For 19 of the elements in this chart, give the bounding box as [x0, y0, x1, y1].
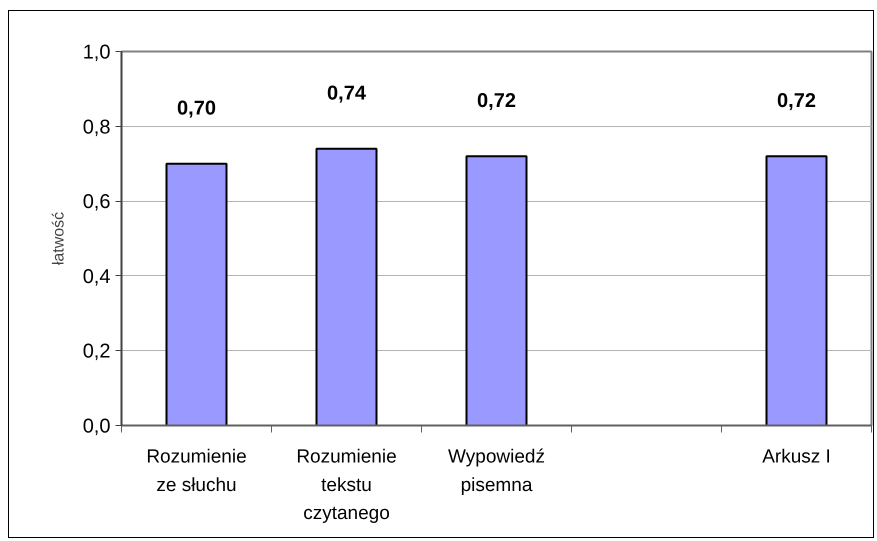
- y-tick-label: 0,2: [82, 340, 111, 363]
- y-tick-label: 0,4: [82, 266, 111, 288]
- y-tick-label: 0,0: [82, 416, 111, 438]
- data-label: 0,72: [477, 90, 516, 112]
- data-label: 0,70: [177, 98, 216, 120]
- x-tick-label: Rozumienie tekstu czytanego: [296, 446, 397, 524]
- y-tick-label: 0,6: [82, 191, 111, 214]
- bar: [466, 155, 528, 426]
- x-tick-label: Rozumienie ze słuchu: [146, 446, 247, 496]
- data-label: 0,72: [777, 90, 816, 112]
- y-tick-label: 1,0: [82, 42, 111, 64]
- y-tick-label: 0,8: [82, 116, 111, 138]
- x-tick-label: Wypowiedź pisemna: [448, 446, 545, 496]
- bar: [316, 148, 378, 426]
- bar: [766, 155, 828, 426]
- y-axis-title: łatwość: [50, 212, 68, 266]
- bar: [166, 162, 228, 426]
- x-tick-label: Arkusz I: [762, 446, 831, 468]
- data-label: 0,74: [327, 82, 367, 105]
